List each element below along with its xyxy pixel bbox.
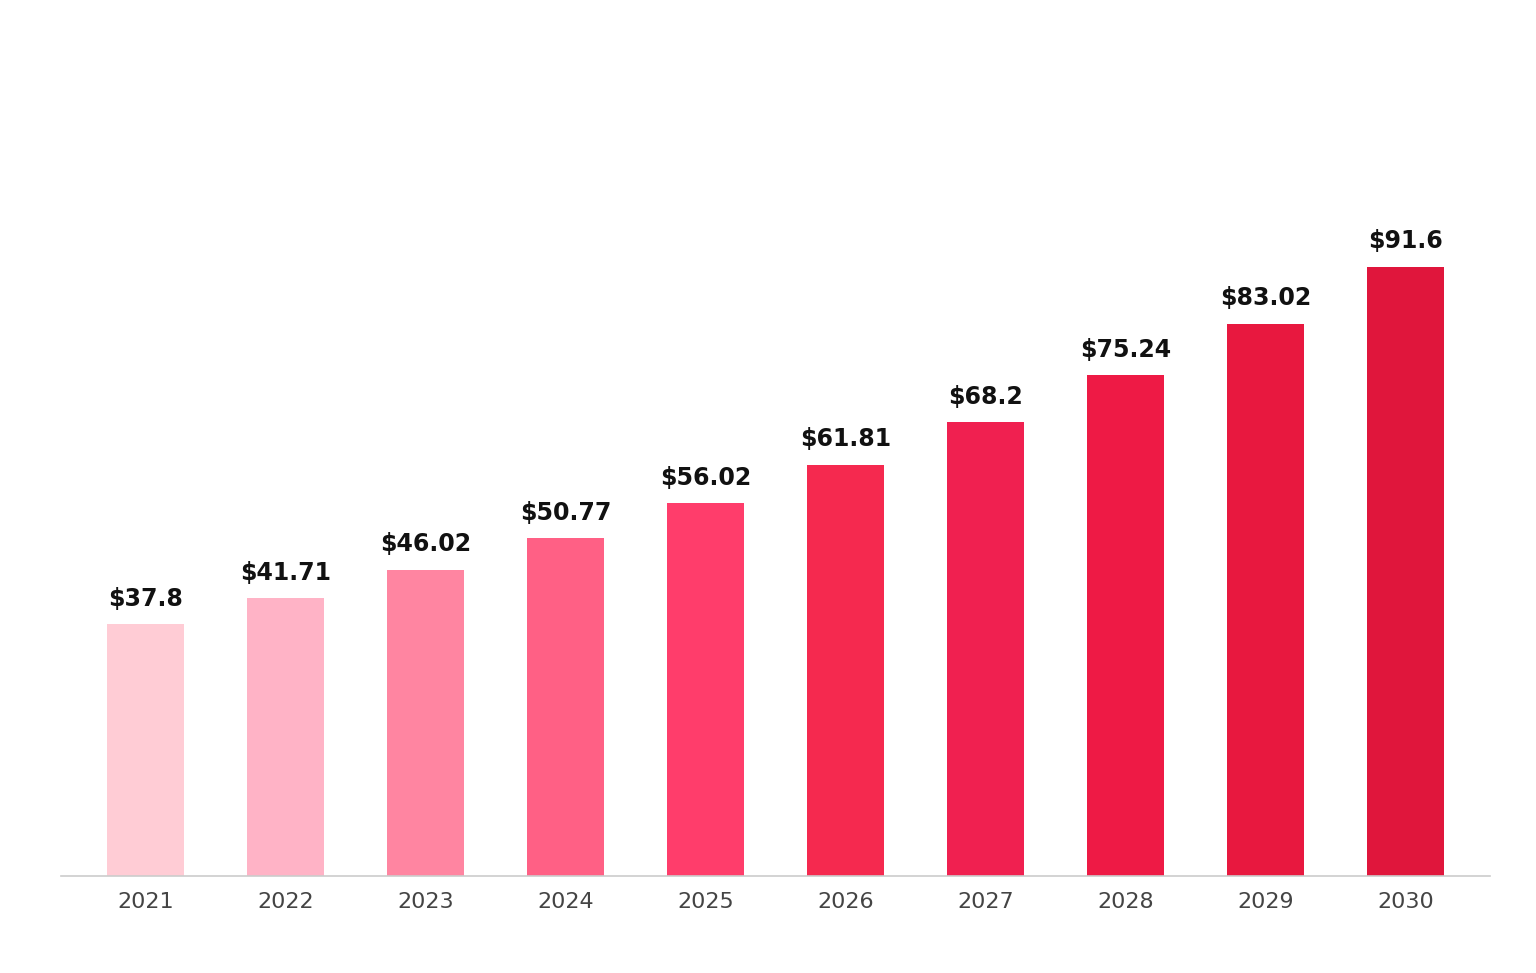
Bar: [948, 422, 1025, 876]
Text: $37.8: $37.8: [108, 587, 183, 611]
Text: $50.77: $50.77: [519, 501, 611, 524]
Text: $56.02: $56.02: [660, 466, 751, 490]
Bar: [1367, 267, 1444, 876]
Text: $46.02: $46.02: [379, 532, 472, 557]
Bar: [1227, 324, 1304, 876]
Text: $91.6: $91.6: [1369, 230, 1444, 253]
Bar: [247, 598, 324, 876]
Text: $61.81: $61.81: [800, 427, 891, 451]
Text: $75.24: $75.24: [1080, 339, 1172, 362]
Text: $41.71: $41.71: [240, 561, 332, 585]
Bar: [667, 503, 743, 876]
Text: $83.02: $83.02: [1220, 286, 1312, 310]
Bar: [1087, 376, 1164, 876]
Bar: [108, 625, 184, 876]
Bar: [527, 538, 604, 876]
Text: $68.2: $68.2: [948, 385, 1023, 409]
Bar: [808, 465, 885, 876]
Bar: [387, 570, 464, 876]
